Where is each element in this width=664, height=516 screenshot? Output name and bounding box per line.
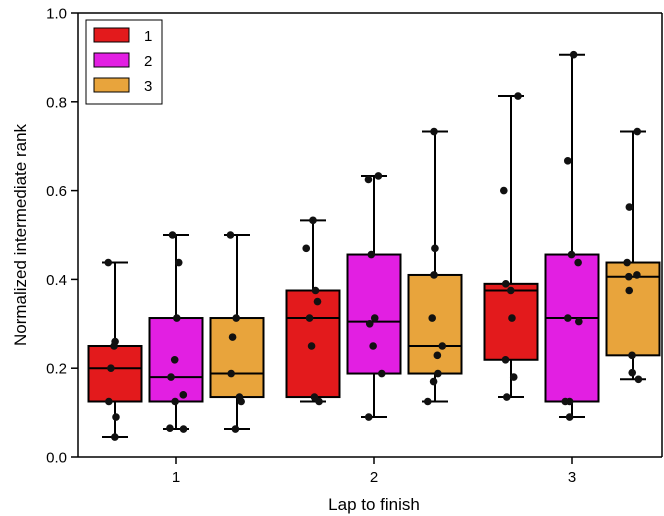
data-point xyxy=(310,393,319,401)
data-point xyxy=(179,391,188,399)
data-point xyxy=(565,413,574,421)
data-point xyxy=(509,373,518,381)
data-point xyxy=(434,369,442,378)
data-point xyxy=(431,244,439,253)
data-point xyxy=(112,413,120,421)
x-tick-label: 1 xyxy=(172,469,180,486)
box-1-1 xyxy=(87,345,143,403)
data-point xyxy=(428,314,436,322)
legend-label-1: 1 xyxy=(144,28,152,45)
data-point xyxy=(567,250,576,259)
y-tick-label: 0.4 xyxy=(46,272,67,289)
data-point xyxy=(307,342,316,350)
data-point xyxy=(171,397,179,406)
data-point xyxy=(105,397,113,406)
data-point xyxy=(168,231,177,239)
data-point xyxy=(235,393,244,401)
data-point xyxy=(313,297,322,306)
box-3-1 xyxy=(209,317,265,399)
x-axis-label: Lap to finish xyxy=(328,495,420,514)
data-point xyxy=(227,369,235,378)
y-axis-label: Normalized intermediate rank xyxy=(11,123,30,346)
data-point xyxy=(502,393,511,401)
y-tick-label: 0.6 xyxy=(46,183,67,200)
data-point xyxy=(305,314,314,322)
data-point xyxy=(500,186,508,195)
data-point xyxy=(170,355,179,364)
data-point xyxy=(111,433,119,441)
data-point xyxy=(423,397,432,406)
data-point xyxy=(232,314,241,322)
data-point xyxy=(625,286,634,295)
box-1-3 xyxy=(483,282,539,361)
data-point xyxy=(302,244,311,253)
data-point xyxy=(107,364,115,373)
data-point xyxy=(367,250,376,259)
data-point xyxy=(623,258,631,267)
data-point xyxy=(563,157,572,165)
data-point xyxy=(111,337,119,346)
data-point xyxy=(508,314,516,322)
data-point xyxy=(506,286,515,295)
data-point xyxy=(502,280,510,288)
data-point xyxy=(429,377,438,386)
y-tick-label: 0.8 xyxy=(46,94,67,111)
y-tick-label: 1.0 xyxy=(46,6,67,23)
x-tick-label: 3 xyxy=(568,469,576,486)
data-point xyxy=(167,373,175,381)
data-point xyxy=(365,320,374,328)
data-point xyxy=(625,203,634,211)
box-2-2 xyxy=(346,253,402,375)
data-point xyxy=(430,127,438,136)
data-point xyxy=(501,355,510,364)
data-point xyxy=(174,258,183,267)
plot-area xyxy=(87,50,661,441)
data-point xyxy=(633,271,641,279)
data-point xyxy=(228,333,237,341)
x-tick-label: 2 xyxy=(370,469,378,486)
data-point xyxy=(634,375,643,384)
data-point xyxy=(628,368,637,377)
legend-swatch-1 xyxy=(93,27,130,43)
data-point xyxy=(309,216,317,225)
y-tick-label: 0.2 xyxy=(46,361,67,378)
data-point xyxy=(370,314,379,322)
box-3-2 xyxy=(407,273,463,375)
data-point xyxy=(231,425,240,433)
data-point xyxy=(364,175,373,184)
data-point xyxy=(628,351,636,360)
data-point xyxy=(311,286,320,295)
legend-swatch-2 xyxy=(93,52,130,68)
legend-label-3: 3 xyxy=(144,78,152,95)
data-point xyxy=(377,369,386,378)
legend: 1 2 3 xyxy=(85,19,163,105)
data-point xyxy=(633,127,642,136)
data-point xyxy=(564,314,572,322)
data-point xyxy=(569,50,578,59)
data-point xyxy=(624,272,633,281)
y-tick-label: 0.0 xyxy=(46,450,67,467)
data-point xyxy=(574,258,582,267)
data-point xyxy=(575,317,583,326)
data-point xyxy=(364,413,373,421)
data-point xyxy=(430,271,438,279)
data-point xyxy=(173,314,181,322)
data-point xyxy=(433,351,442,360)
data-point xyxy=(166,424,174,432)
data-point xyxy=(179,425,188,433)
data-point xyxy=(369,342,377,350)
data-point xyxy=(561,397,570,406)
box-2-3 xyxy=(544,253,600,403)
data-point xyxy=(374,172,383,180)
legend-label-2: 2 xyxy=(144,53,152,70)
box-3-3 xyxy=(605,261,661,357)
legend-swatch-3 xyxy=(93,77,130,93)
data-point xyxy=(104,258,113,267)
data-point xyxy=(226,231,235,239)
data-point xyxy=(514,92,522,100)
axes: 0.0 0.2 0.4 0.6 0.8 1.0 1 2 3 xyxy=(46,6,663,486)
data-point xyxy=(438,342,447,350)
